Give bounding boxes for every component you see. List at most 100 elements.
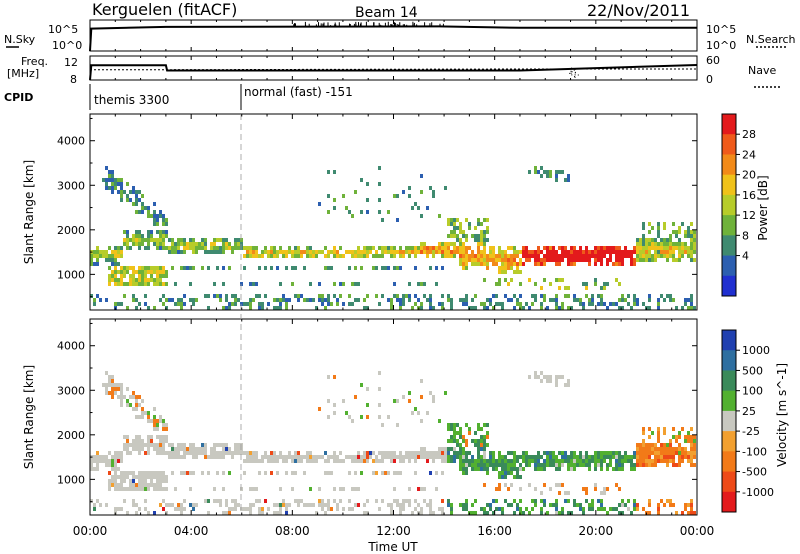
- velocity-cell: [171, 447, 174, 451]
- velocity-cell: [465, 463, 468, 467]
- velocity-cell: [666, 451, 669, 455]
- velocity-cell: [180, 511, 183, 515]
- power-cell: [507, 282, 510, 286]
- power-cell: [609, 258, 612, 262]
- power-cell: [96, 262, 99, 266]
- power-cell: [675, 234, 678, 238]
- velocity-cell: [483, 511, 486, 515]
- power-cell: [123, 230, 126, 234]
- velocity-cell: [195, 447, 198, 451]
- power-cell: [132, 202, 135, 206]
- velocity-cell: [108, 459, 111, 463]
- power-cell: [111, 270, 114, 274]
- power-cell: [138, 230, 141, 234]
- velocity-cell: [672, 435, 675, 439]
- velocity-cell: [606, 463, 609, 467]
- power-cell: [447, 250, 450, 254]
- velocity-cell: [252, 459, 255, 463]
- power-cell: [174, 302, 177, 306]
- power-cell: [132, 278, 135, 282]
- velocity-cell: [654, 463, 657, 467]
- velocity-cell: [366, 499, 369, 503]
- velocity-cell: [138, 507, 141, 511]
- velocity-cell: [534, 487, 537, 491]
- velocity-cell: [663, 459, 666, 463]
- power-cell: [387, 210, 390, 214]
- velocity-cell: [600, 499, 603, 503]
- power-cell: [297, 298, 300, 302]
- velocity-cell: [108, 479, 111, 483]
- power-cell: [105, 254, 108, 258]
- power-cell: [282, 254, 285, 258]
- power-cell: [561, 246, 564, 250]
- power-cell: [498, 254, 501, 258]
- power-cell: [99, 250, 102, 254]
- power-cell: [408, 282, 411, 286]
- power-cell: [93, 250, 96, 254]
- power-cell: [516, 270, 519, 274]
- power-cell: [165, 246, 168, 250]
- power-cell: [573, 250, 576, 254]
- power-cell: [618, 298, 621, 302]
- power-cell: [405, 250, 408, 254]
- power-cell: [690, 222, 693, 226]
- velocity-cell: [192, 507, 195, 511]
- power-cell: [666, 254, 669, 258]
- velocity-cell: [384, 471, 387, 475]
- velocity-cell: [480, 427, 483, 431]
- velocity-cell: [141, 471, 144, 475]
- velocity-cell: [204, 451, 207, 455]
- power-cell: [690, 258, 693, 262]
- velocity-cell: [615, 459, 618, 463]
- power-cell: [657, 234, 660, 238]
- velocity-cell: [366, 387, 369, 391]
- power-cell: [648, 294, 651, 298]
- velocity-cell: [279, 451, 282, 455]
- velocity-cell: [540, 371, 543, 375]
- power-cell: [654, 254, 657, 258]
- velocity-cell: [567, 467, 570, 471]
- velocity-cell: [381, 499, 384, 503]
- power-cell: [654, 250, 657, 254]
- power-cell: [114, 246, 117, 250]
- power-cell: [156, 214, 159, 218]
- velocity-cell: [558, 483, 561, 487]
- velocity-cell: [441, 447, 444, 451]
- velocity-cell: [189, 487, 192, 491]
- velocity-cell: [420, 395, 423, 399]
- power-cell: [414, 246, 417, 250]
- velocity-cell: [558, 511, 561, 515]
- power-cell: [378, 182, 381, 186]
- velocity-cell: [171, 451, 174, 455]
- power-cell: [117, 302, 120, 306]
- velocity-cell: [108, 375, 111, 379]
- power-cell: [306, 246, 309, 250]
- power-cell: [501, 262, 504, 266]
- velocity-cell: [114, 467, 117, 471]
- power-cell: [543, 262, 546, 266]
- power-cell: [510, 246, 513, 250]
- velocity-cell: [156, 435, 159, 439]
- velocity-cell: [279, 487, 282, 491]
- power-cell: [573, 258, 576, 262]
- velocity-cell: [567, 383, 570, 387]
- power-cell: [663, 238, 666, 242]
- nsky-tick-bottom: 10^0: [52, 39, 82, 52]
- velocity-cell: [522, 455, 525, 459]
- power-cell: [168, 250, 171, 254]
- power-cell: [573, 262, 576, 266]
- velocity-cell: [582, 487, 585, 491]
- velocity-cell: [519, 455, 522, 459]
- velocity-cell: [498, 471, 501, 475]
- power-cell: [207, 306, 210, 310]
- velocity-cell: [363, 503, 366, 507]
- power-panel-bg: [90, 114, 697, 310]
- power-cell: [690, 298, 693, 302]
- velocity-cell: [543, 459, 546, 463]
- power-cell: [441, 254, 444, 258]
- velocity-cell: [126, 451, 129, 455]
- power-cell: [120, 246, 123, 250]
- velocity-cell: [366, 451, 369, 455]
- velocity-cell: [162, 471, 165, 475]
- power-cell: [558, 286, 561, 290]
